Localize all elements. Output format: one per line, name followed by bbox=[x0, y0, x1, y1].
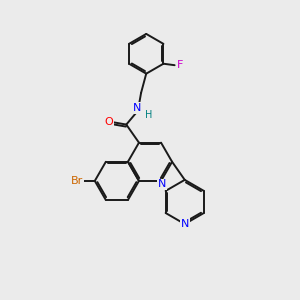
Text: O: O bbox=[104, 117, 113, 127]
Text: N: N bbox=[181, 219, 190, 229]
Text: H: H bbox=[146, 110, 153, 120]
Text: N: N bbox=[158, 179, 166, 189]
Text: N: N bbox=[133, 103, 142, 113]
Text: F: F bbox=[177, 60, 183, 70]
Text: Br: Br bbox=[71, 176, 83, 186]
